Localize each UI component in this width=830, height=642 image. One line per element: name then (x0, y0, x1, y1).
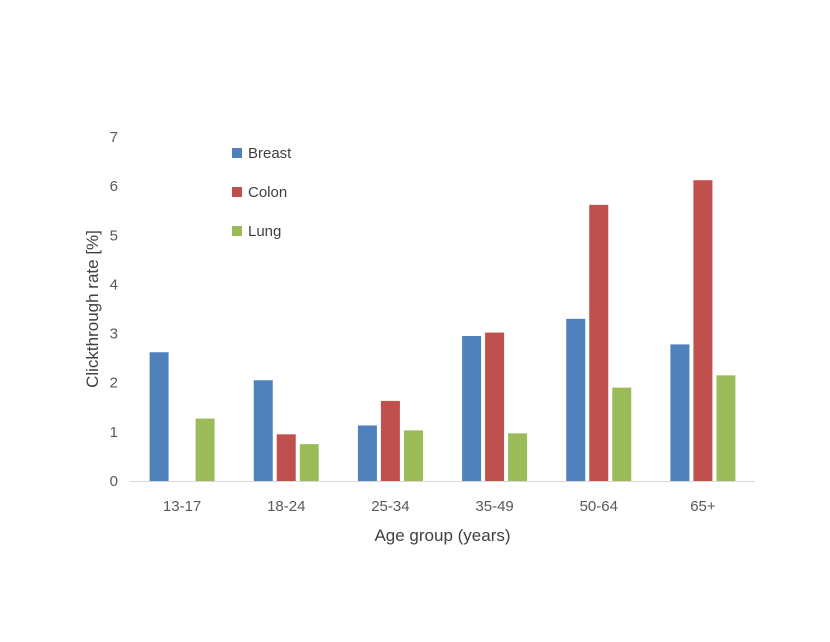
legend-label-lung: Lung (248, 223, 281, 240)
x-tick-label: 25-34 (371, 498, 409, 515)
x-tick-label: 35-49 (475, 498, 513, 515)
bar-breast-25-34 (357, 425, 377, 481)
y-axis-title: Clickthrough rate [%] (83, 230, 102, 388)
bar-breast-18-24 (253, 380, 273, 481)
y-tick-label: 7 (110, 129, 118, 146)
bar-breast-65+ (670, 344, 690, 481)
y-tick-label: 4 (110, 276, 118, 293)
bar-lung-25-34 (403, 430, 423, 481)
x-tick-label: 13-17 (163, 498, 201, 515)
y-tick-label: 3 (110, 326, 118, 343)
y-tick-label: 0 (110, 473, 118, 490)
legend-label-colon: Colon (248, 184, 287, 201)
bar-breast-13-17 (149, 352, 169, 481)
bar-colon-50-64 (589, 204, 609, 481)
bar-colon-18-24 (276, 434, 296, 481)
bars (149, 180, 736, 481)
bar-breast-50-64 (566, 318, 586, 481)
bar-lung-13-17 (195, 418, 215, 481)
y-axis-ticks: 0 1 2 3 4 5 6 7 (110, 129, 118, 490)
bar-colon-65+ (693, 180, 713, 481)
bar-colon-35-49 (485, 332, 505, 481)
legend-swatch-colon (232, 187, 242, 197)
x-axis-title: Age group (years) (374, 526, 510, 545)
x-tick-label: 18-24 (267, 498, 305, 515)
bar-colon-25-34 (380, 400, 400, 481)
bar-breast-35-49 (462, 336, 482, 481)
y-tick-label: 2 (110, 375, 118, 392)
x-tick-label: 50-64 (580, 498, 618, 515)
y-tick-label: 5 (110, 227, 118, 244)
legend-label-breast: Breast (248, 145, 292, 162)
x-tick-label: 65+ (690, 498, 716, 515)
x-axis-ticks: 13-17 18-24 25-34 35-49 50-64 65+ (163, 498, 716, 515)
bar-lung-65+ (716, 375, 736, 481)
y-tick-label: 6 (110, 178, 118, 195)
legend: Breast Colon Lung (232, 145, 292, 240)
y-tick-label: 1 (110, 424, 118, 441)
bar-lung-50-64 (612, 387, 632, 481)
bar-lung-18-24 (299, 444, 319, 481)
legend-swatch-breast (232, 148, 242, 158)
legend-swatch-lung (232, 226, 242, 236)
bar-lung-35-49 (508, 433, 528, 481)
